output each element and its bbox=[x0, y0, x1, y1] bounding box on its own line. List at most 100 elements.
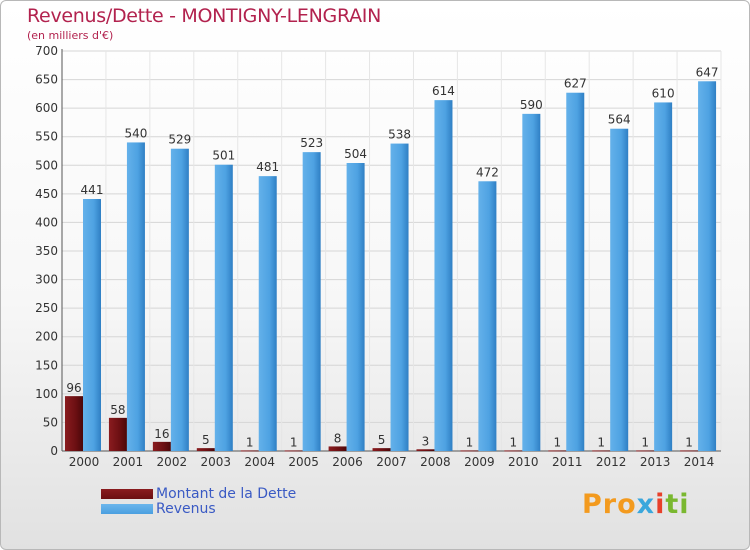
bar-dette bbox=[65, 396, 83, 451]
chart-subtitle: (en milliers d'€) bbox=[27, 29, 114, 42]
bar-revenus bbox=[610, 128, 629, 451]
chart-title: Revenus/Dette - MONTIGNY-LENGRAIN bbox=[27, 5, 381, 27]
x-tick-label: 2010 bbox=[508, 455, 539, 469]
x-tick-label: 2008 bbox=[420, 455, 451, 469]
data-label-dette: 1 bbox=[290, 435, 298, 449]
data-label-revenus: 529 bbox=[168, 133, 191, 147]
bar-revenus bbox=[302, 152, 321, 451]
data-label-dette: 1 bbox=[641, 435, 649, 449]
data-label-revenus: 481 bbox=[256, 160, 279, 174]
x-tick-label: 2001 bbox=[113, 455, 144, 469]
bar-dette bbox=[240, 450, 259, 452]
y-tick-label: 200 bbox=[35, 330, 58, 344]
bar-dette bbox=[328, 446, 347, 451]
bar-revenus bbox=[654, 102, 673, 451]
data-label-revenus: 441 bbox=[81, 183, 104, 197]
y-tick-label: 100 bbox=[35, 387, 58, 401]
proxiti-logo: Proxiti bbox=[582, 489, 690, 520]
y-tick-label: 600 bbox=[35, 101, 58, 115]
logo-part: i bbox=[655, 489, 666, 520]
bar-chart: 0 50 100 150 200 250 300 350 400 450 500 550 600 650 7… bbox=[35, 44, 722, 469]
bar-dette bbox=[372, 448, 391, 451]
bar-revenus bbox=[698, 81, 717, 452]
data-label-dette: 58 bbox=[110, 403, 125, 417]
bar-dette bbox=[460, 450, 479, 452]
x-tick-label: 2004 bbox=[244, 455, 275, 469]
legend-label-dette: Montant de la Dette bbox=[156, 486, 297, 502]
y-tick-label: 500 bbox=[35, 158, 58, 172]
x-tick-label: 2012 bbox=[596, 455, 627, 469]
bar-dette bbox=[108, 417, 127, 451]
data-label-revenus: 627 bbox=[564, 77, 587, 91]
bar-dette bbox=[152, 441, 171, 451]
bar-revenus bbox=[478, 181, 497, 452]
data-label-revenus: 564 bbox=[608, 113, 631, 127]
data-label-revenus: 614 bbox=[432, 84, 455, 98]
x-tick-label: 2002 bbox=[157, 455, 188, 469]
data-label-revenus: 472 bbox=[476, 165, 499, 179]
data-label-dette: 1 bbox=[553, 435, 561, 449]
data-label-revenus: 501 bbox=[212, 149, 235, 163]
x-tick-label: 2006 bbox=[332, 455, 363, 469]
legend-swatch-revenus bbox=[101, 504, 153, 514]
y-tick-label: 0 bbox=[50, 444, 58, 458]
bar-revenus bbox=[214, 164, 233, 451]
data-label-revenus: 504 bbox=[344, 147, 367, 161]
data-label-dette: 5 bbox=[378, 433, 386, 447]
logo-part: ti bbox=[665, 489, 690, 520]
data-label-revenus: 610 bbox=[652, 86, 675, 100]
bar-dette bbox=[504, 450, 523, 452]
y-tick-label: 650 bbox=[35, 73, 58, 87]
bar-dette bbox=[592, 450, 611, 452]
x-tick-label: 2014 bbox=[684, 455, 715, 469]
bar-revenus bbox=[126, 142, 145, 451]
x-tick-label: 2005 bbox=[288, 455, 319, 469]
data-label-dette: 1 bbox=[510, 435, 518, 449]
bar-dette bbox=[416, 449, 435, 451]
bar-revenus bbox=[390, 143, 409, 452]
bar-dette bbox=[196, 448, 215, 451]
data-label-dette: 1 bbox=[466, 435, 474, 449]
x-tick-label: 2003 bbox=[200, 455, 231, 469]
y-tick-label: 400 bbox=[35, 215, 58, 229]
bar-revenus bbox=[434, 100, 453, 452]
x-tick-label: 2007 bbox=[376, 455, 407, 469]
legend-swatch-dette bbox=[101, 489, 153, 499]
legend-label-revenus: Revenus bbox=[156, 501, 216, 517]
bar-dette bbox=[284, 450, 303, 452]
data-label-revenus: 523 bbox=[300, 136, 323, 150]
data-label-revenus: 540 bbox=[124, 126, 147, 140]
data-label-dette: 96 bbox=[66, 381, 81, 395]
y-tick-label: 700 bbox=[35, 44, 58, 58]
bar-dette bbox=[636, 450, 655, 452]
data-label-dette: 1 bbox=[597, 435, 605, 449]
bar-revenus bbox=[566, 92, 585, 451]
x-tick-label: 2000 bbox=[69, 455, 100, 469]
y-tick-label: 150 bbox=[35, 358, 58, 372]
bar-revenus bbox=[83, 199, 101, 451]
data-label-revenus: 590 bbox=[520, 98, 543, 112]
data-label-dette: 16 bbox=[154, 427, 169, 441]
data-label-dette: 3 bbox=[422, 434, 430, 448]
x-tick-label: 2011 bbox=[552, 455, 583, 469]
data-label-dette: 1 bbox=[685, 435, 693, 449]
bar-revenus bbox=[258, 176, 277, 451]
y-tick-label: 350 bbox=[35, 244, 58, 258]
data-label-revenus: 647 bbox=[696, 65, 719, 79]
bar-revenus bbox=[346, 163, 365, 451]
data-label-dette: 1 bbox=[246, 435, 254, 449]
logo-part: x bbox=[636, 489, 656, 520]
data-label-revenus: 538 bbox=[388, 128, 411, 142]
bar-revenus bbox=[522, 113, 541, 451]
x-tick-label: 2013 bbox=[640, 455, 671, 469]
y-tick-label: 250 bbox=[35, 301, 58, 315]
bar-dette bbox=[680, 450, 699, 452]
bar-revenus bbox=[170, 148, 189, 451]
logo-part: Pro bbox=[582, 489, 637, 520]
x-tick-label: 2009 bbox=[464, 455, 495, 469]
data-label-dette: 8 bbox=[334, 431, 342, 445]
y-tick-label: 300 bbox=[35, 273, 58, 287]
data-label-dette: 5 bbox=[202, 433, 210, 447]
y-tick-label: 550 bbox=[35, 130, 58, 144]
